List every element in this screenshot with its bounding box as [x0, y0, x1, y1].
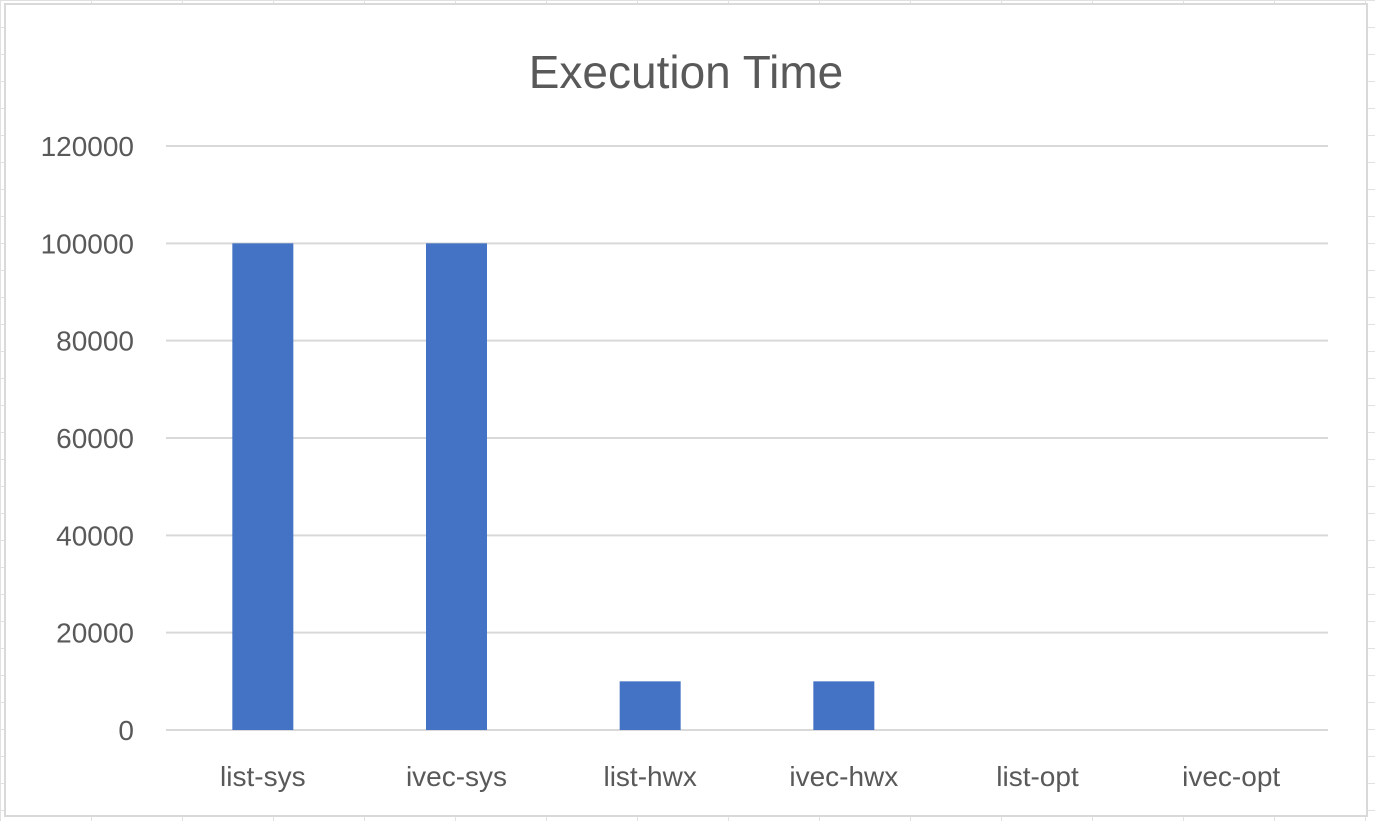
y-tick-label: 80000 [56, 326, 134, 357]
chart-area[interactable]: Execution Time 0 20000 40000 60000 80000 1000… [4, 3, 1368, 817]
x-category-label: ivec-opt [1182, 761, 1280, 792]
y-tick-label: 60000 [56, 423, 134, 454]
bar-ivec-sys [426, 243, 487, 731]
y-tick-label: 100000 [41, 228, 134, 259]
y-tick-label: 20000 [56, 618, 134, 649]
bar-list-hwx [619, 681, 681, 730]
y-tick-label: 0 [118, 715, 134, 746]
x-category-label: ivec-hwx [789, 761, 898, 792]
plot-area: 0 20000 40000 60000 80000 100000 120000 list-sy… [41, 131, 1328, 792]
x-category-label: list-sys [220, 761, 306, 792]
x-category-label: ivec-sys [406, 761, 507, 792]
chart-title: Execution Time [528, 46, 844, 98]
y-tick-label: 40000 [56, 520, 134, 551]
bar-list-sys [232, 243, 294, 731]
x-category-label: list-opt [996, 761, 1079, 792]
y-tick-label: 120000 [41, 131, 134, 162]
x-category-label: list-hwx [603, 761, 696, 792]
bar-ivec-hwx [813, 681, 875, 730]
